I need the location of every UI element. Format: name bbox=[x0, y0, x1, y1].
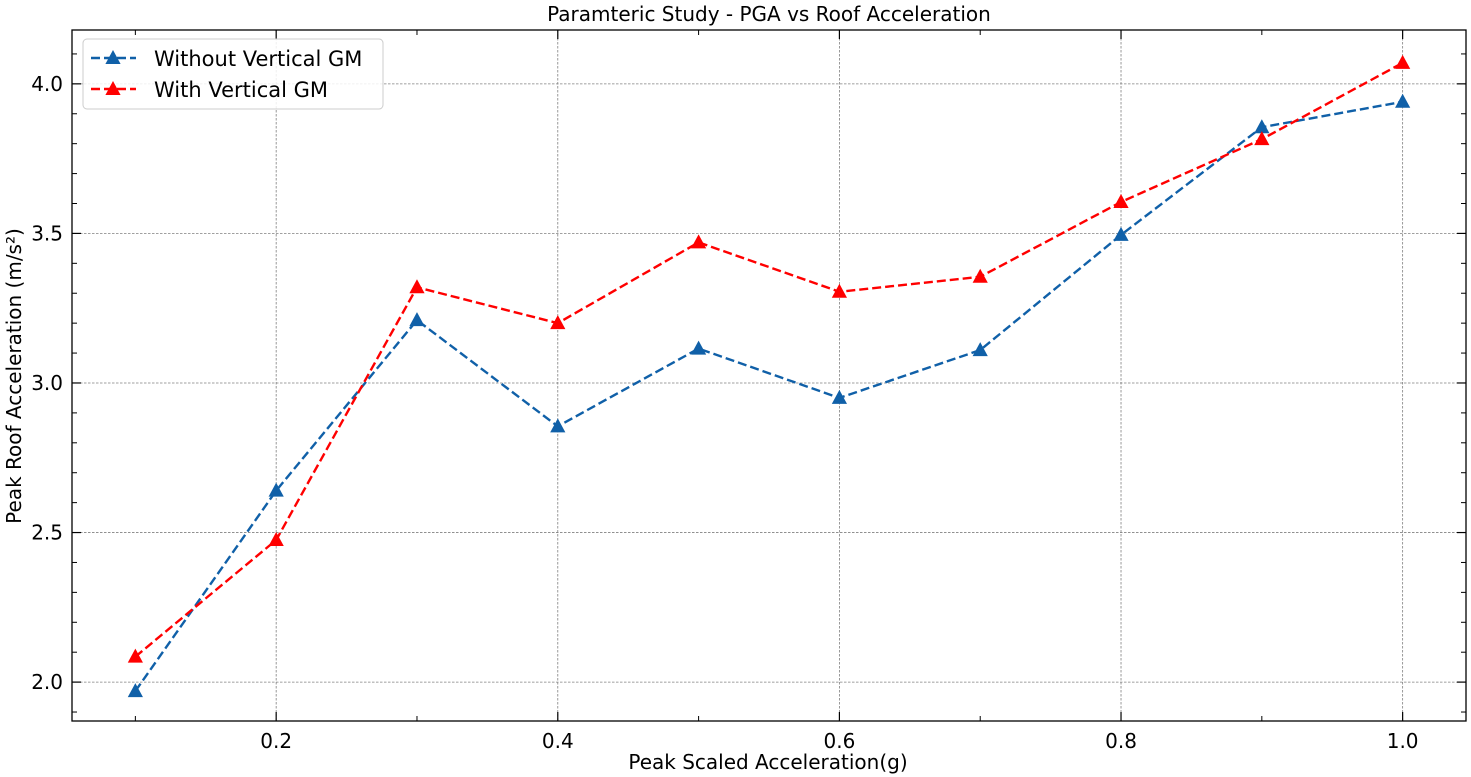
series-line bbox=[134, 61, 1404, 658]
data-point-marker bbox=[1254, 131, 1270, 146]
legend: Without Vertical GM With Vertical GM bbox=[82, 38, 384, 110]
data-point-marker bbox=[1395, 54, 1411, 69]
x-tick-label: 0.4 bbox=[542, 729, 574, 753]
legend-box bbox=[82, 38, 384, 110]
data-point-marker bbox=[1113, 194, 1129, 209]
data-point-marker bbox=[409, 312, 425, 327]
legend-label: Without Vertical GM bbox=[154, 47, 362, 71]
legend-marker bbox=[105, 50, 121, 64]
y-tick-label: 2.5 bbox=[31, 521, 63, 545]
y-axis-label: Peak Roof Acceleration (m/s²) bbox=[2, 228, 26, 524]
data-point-marker bbox=[1113, 226, 1129, 241]
series-1 bbox=[127, 93, 1411, 698]
data-point-marker bbox=[127, 648, 143, 663]
data-point-marker bbox=[127, 683, 143, 698]
series-2 bbox=[127, 54, 1411, 663]
data-point-marker bbox=[690, 234, 707, 249]
data-point-marker bbox=[831, 283, 848, 298]
y-tick-label: 3.5 bbox=[31, 221, 63, 245]
data-point-marker bbox=[690, 340, 707, 355]
data-point-marker bbox=[831, 389, 848, 404]
data-point-marker bbox=[550, 418, 566, 433]
x-tick-label: 1.0 bbox=[1387, 729, 1419, 753]
x-tick-label: 0.6 bbox=[823, 729, 855, 753]
y-tick-label: 2.0 bbox=[31, 670, 63, 694]
plot-frame bbox=[71, 29, 1467, 722]
series-layer bbox=[127, 54, 1411, 698]
axis-ticks: 0.2 0.4 0.6 0.8 1.0 2.0 2.5 3.0 3.5 4.0 bbox=[31, 30, 1466, 753]
data-point-marker bbox=[268, 532, 284, 547]
y-tick-label: 4.0 bbox=[31, 72, 63, 96]
x-tick-label: 0.2 bbox=[260, 729, 292, 753]
grid bbox=[72, 30, 1466, 721]
data-point-marker bbox=[1254, 119, 1270, 134]
x-axis-label: Peak Scaled Acceleration(g) bbox=[628, 750, 907, 774]
data-point-marker bbox=[972, 268, 988, 283]
data-point-marker bbox=[268, 482, 284, 497]
data-point-marker bbox=[1395, 93, 1411, 108]
data-point-marker bbox=[550, 315, 566, 330]
legend-marker bbox=[105, 81, 121, 95]
x-tick-label: 0.8 bbox=[1105, 729, 1137, 753]
data-point-marker bbox=[972, 342, 988, 357]
legend-label: With Vertical GM bbox=[154, 78, 328, 102]
series-line bbox=[134, 100, 1403, 692]
data-point-marker bbox=[409, 279, 425, 294]
y-tick-label: 3.0 bbox=[31, 371, 63, 395]
chart-title: Paramteric Study - PGA vs Roof Accelerat… bbox=[547, 2, 991, 26]
